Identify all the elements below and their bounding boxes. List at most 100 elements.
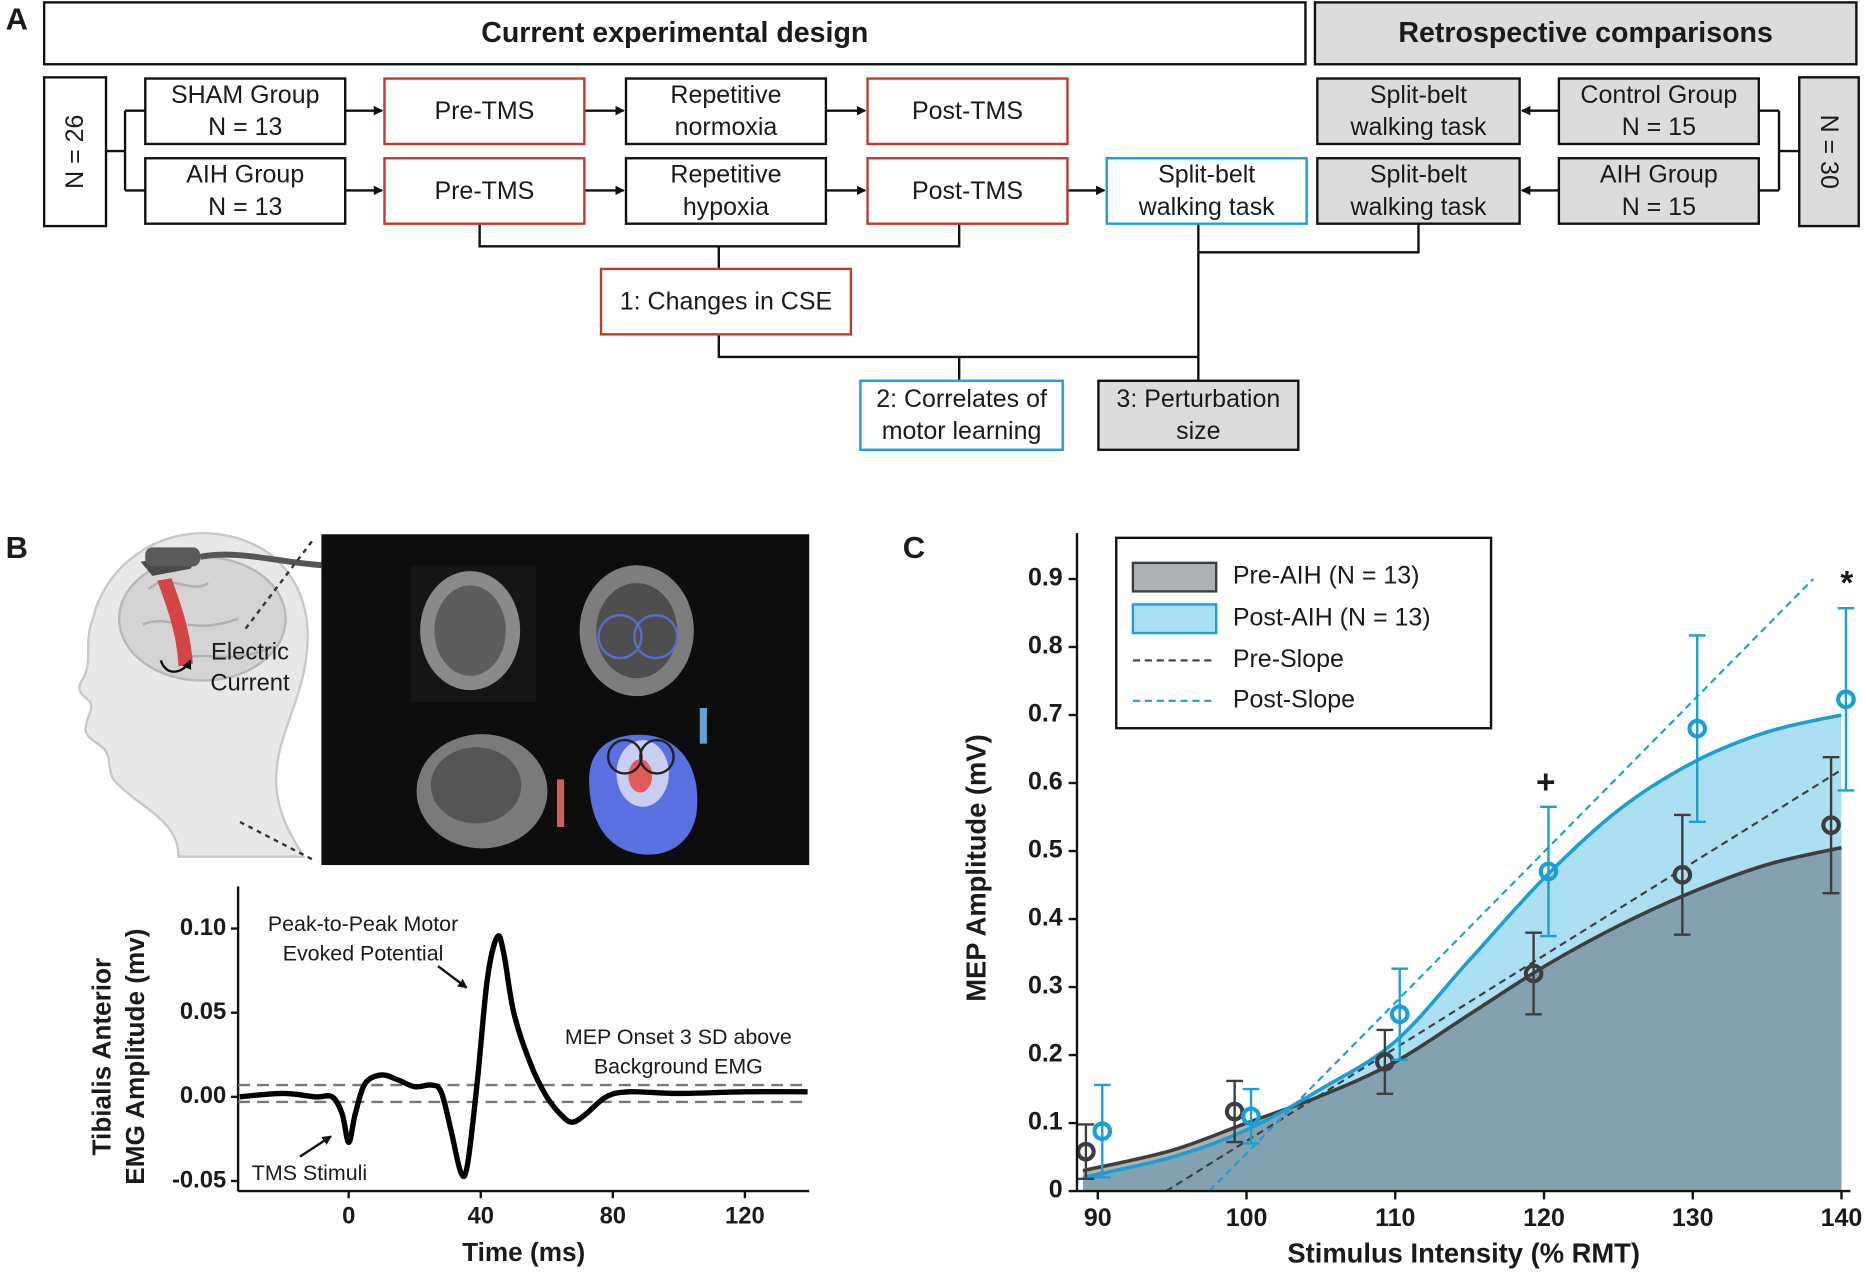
node-label: 2: Correlates of [876, 385, 1047, 413]
node-label: motor learning [882, 417, 1042, 445]
node-label: Split-belt [1158, 161, 1255, 189]
data-point [1389, 1004, 1410, 1025]
node-label: N = 15 [1622, 113, 1696, 141]
y-tick-label: -0.05 [172, 1166, 226, 1193]
node-label: Repetitive [670, 81, 781, 109]
data-point [1375, 1052, 1395, 1072]
illustration-label: Current [210, 669, 290, 696]
data-point [1092, 1121, 1113, 1142]
illustration-label: Electric [211, 639, 289, 666]
data-point [1672, 865, 1693, 885]
fit-curve [1082, 845, 1842, 1173]
header-label: Retrospective comparisons [1398, 17, 1772, 49]
annotation: Evoked Potential [283, 942, 444, 966]
node-label: Split-belt [1370, 161, 1467, 189]
diagram-node [1316, 157, 1521, 225]
significance-marker: + [1536, 764, 1555, 801]
y-tick-label: 0.9 [1028, 564, 1063, 592]
y-tick-label: 0.5 [1028, 836, 1063, 864]
annotation: Peak-to-Peak Motor [268, 912, 458, 936]
header-box [42, 1, 1307, 66]
legend-swatch [1131, 561, 1218, 593]
legend-label: Post-Slope [1233, 685, 1355, 713]
x-tick-label: 120 [725, 1203, 765, 1230]
diagram-node [42, 76, 108, 228]
annotation: Background EMG [594, 1055, 763, 1079]
diagram-node [1798, 76, 1860, 228]
node-label: SHAM Group [171, 81, 319, 109]
diagram-node [624, 157, 828, 225]
data-point [1523, 963, 1544, 984]
annotation-arrow [299, 1135, 332, 1158]
node-label: walking task [1349, 193, 1487, 221]
y-tick-label: 0.4 [1028, 904, 1063, 932]
y-tick-label: 0.2 [1028, 1040, 1063, 1068]
node-label: 1: Changes in CSE [620, 287, 832, 315]
node-label: walking task [1138, 193, 1276, 221]
diagram-node [859, 379, 1064, 451]
legend-label: Pre-Slope [1233, 645, 1344, 673]
y-axis-label: EMG Amplitude (mv) [120, 929, 150, 1185]
header-label: Current experimental design [481, 17, 868, 49]
y-axis-label: MEP Amplitude (mV) [960, 734, 991, 1002]
y-axis-label: Tibialis Anterior [87, 958, 117, 1156]
data-point [1224, 1101, 1245, 1122]
y-tick-label: 0.00 [180, 1082, 226, 1109]
y-tick-label: 0.10 [180, 914, 226, 941]
slope-line [1208, 578, 1814, 1192]
data-point [1538, 861, 1559, 882]
x-axis-label: Stimulus Intensity (% RMT) [1287, 1238, 1640, 1269]
y-tick-label: 0.3 [1028, 972, 1063, 1000]
panel-label: A [6, 2, 28, 37]
diagram-node [383, 77, 586, 146]
diagram-node [1557, 157, 1760, 225]
x-tick-label: 120 [1523, 1204, 1565, 1232]
diagram-node [1557, 77, 1760, 146]
data-point [1821, 815, 1841, 835]
data-point [1836, 689, 1856, 710]
y-tick-label: 0 [1049, 1176, 1063, 1204]
diagram-node [599, 267, 853, 336]
head-illustration [78, 532, 322, 861]
data-point [1241, 1106, 1261, 1127]
x-tick-label: 110 [1375, 1204, 1415, 1232]
x-tick-label: 140 [1821, 1204, 1863, 1232]
node-label: AIH Group [1600, 161, 1718, 189]
annotation-arrow [437, 965, 468, 989]
x-tick-label: 100 [1226, 1204, 1268, 1232]
node-label: Control Group [1580, 81, 1737, 109]
node-label: size [1176, 417, 1220, 445]
x-tick-label: 130 [1672, 1204, 1714, 1232]
x-tick-label: 90 [1084, 1204, 1112, 1232]
y-tick-label: 0.1 [1028, 1108, 1063, 1136]
node-label: Repetitive [670, 161, 781, 189]
annotation: TMS Stimuli [252, 1161, 367, 1185]
diagram-node [1316, 77, 1521, 146]
node-label: N = 13 [208, 113, 282, 141]
node-label: 3: Perturbation [1116, 385, 1280, 413]
node-label: N = 15 [1622, 193, 1696, 221]
node-label: AIH Group [186, 161, 304, 189]
panel-label: C [903, 530, 925, 565]
panel-label: B [6, 530, 28, 565]
legend-swatch [1131, 603, 1218, 635]
node-label: walking task [1349, 113, 1487, 141]
fit-curve [1082, 713, 1842, 1180]
diagram-node [1105, 157, 1308, 225]
node-label: normoxia [675, 113, 778, 141]
plot-area [1076, 578, 1856, 1192]
node-label: N = 30 [1815, 115, 1843, 189]
diagram-node [144, 77, 347, 146]
x-tick-label: 0 [342, 1203, 355, 1230]
diagram-node [866, 157, 1069, 225]
y-tick-label: 0.05 [180, 998, 226, 1025]
node-label: hypoxia [683, 193, 769, 221]
neuronavigation-image [321, 534, 810, 866]
header-box [1313, 1, 1858, 66]
x-axis-label: Time (ms) [462, 1237, 585, 1267]
node-label: Post-TMS [912, 177, 1023, 205]
y-tick-label: 0.6 [1028, 768, 1063, 796]
diagram-node [624, 77, 828, 146]
